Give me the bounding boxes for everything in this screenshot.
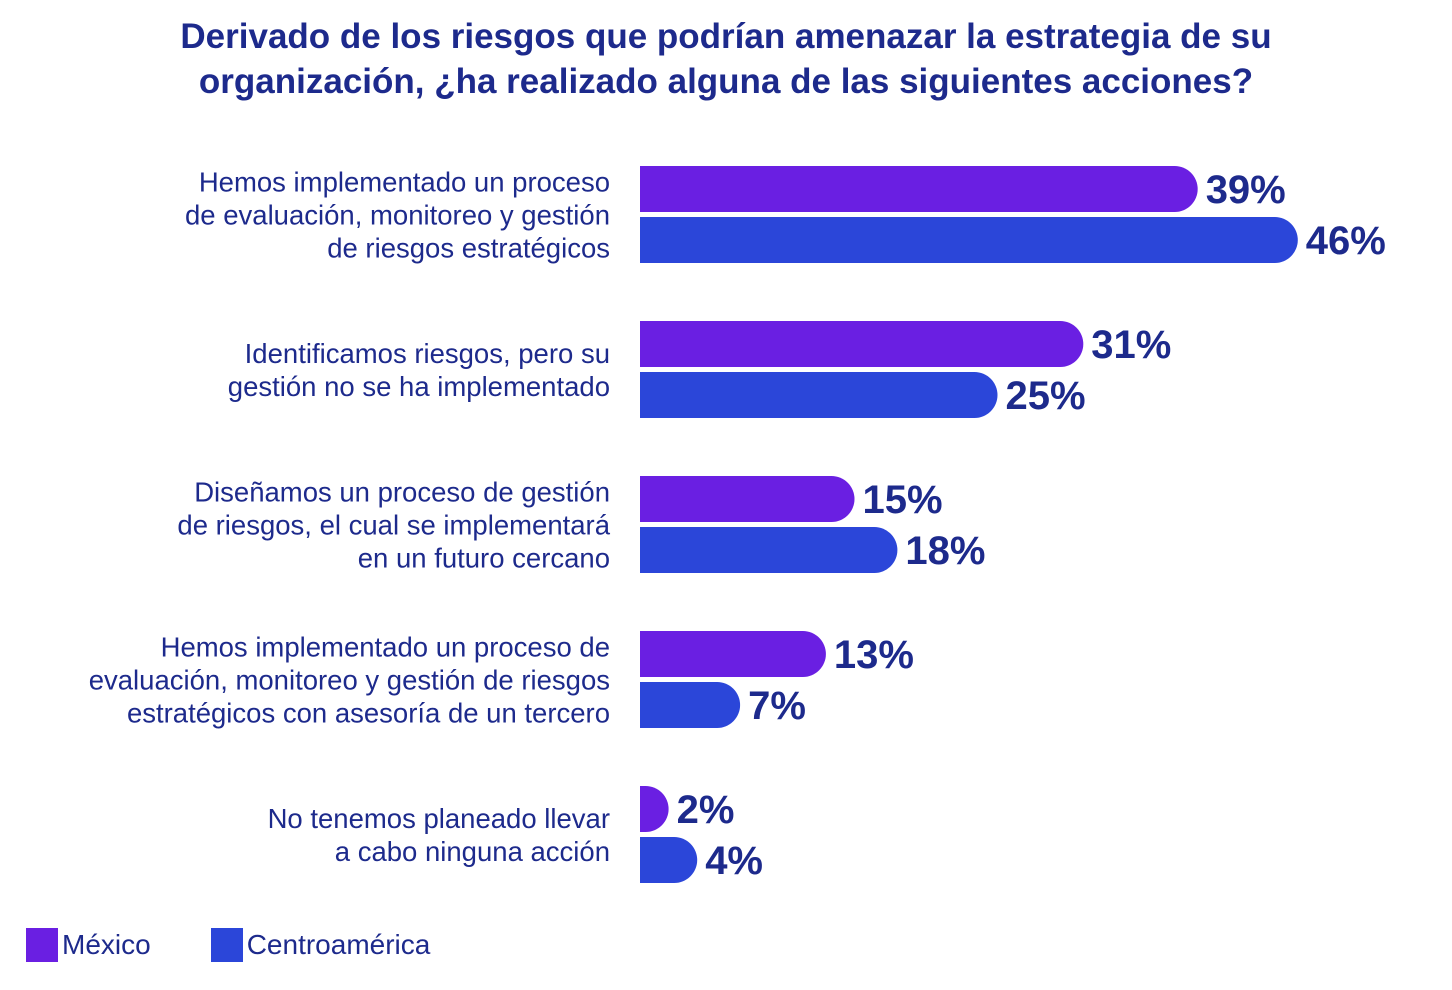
category-label-2-line-1: Identificamos riesgos, pero su [245,338,610,369]
chart-title: Derivado de los riesgos que podrían amen… [0,14,1452,104]
bar-mexico-1 [640,166,1198,212]
value-label-centroamerica-5: 4% [705,839,763,883]
legend-item-mexico: México [26,928,151,962]
category-label-4-line-2: evaluación, monitoreo y gestión de riesg… [89,665,610,696]
category-label-1-line-3: de riesgos estratégicos [327,233,610,264]
value-label-mexico-2: 31% [1091,323,1171,367]
legend: México Centroamérica [26,928,430,962]
value-label-mexico-3: 15% [863,478,943,522]
category-label-2-line-2: gestión no se ha implementado [228,371,610,402]
bar-mexico-5 [640,786,669,832]
bar-mexico-3 [640,476,855,522]
legend-item-centroamerica: Centroamérica [210,928,431,962]
category-label-4-line-1: Hemos implementado un proceso de [161,632,610,663]
value-label-mexico-5: 2% [677,788,735,832]
chart-title-line-1: Derivado de los riesgos que podrían amen… [180,17,1272,56]
bar-centroamerica-4 [640,682,741,728]
value-label-centroamerica-2: 25% [1006,374,1086,418]
value-label-centroamerica-4: 7% [748,684,806,728]
category-label-1-line-1: Hemos implementado un proceso [199,167,610,198]
category-label-4-line-3: estratégicos con asesoría de un tercero [127,698,610,729]
bar-mexico-2 [640,321,1084,367]
value-label-centroamerica-1: 46% [1306,219,1386,263]
value-label-centroamerica-3: 18% [905,529,985,573]
category-label-3-line-2: de riesgos, el cual se implementará [177,510,610,541]
category-label-3-line-1: Diseñamos un proceso de gestión [194,477,610,508]
legend-swatch-mexico [26,928,58,962]
bar-mexico-4 [640,631,826,677]
legend-swatch-centroamerica [210,928,243,962]
chart-title-line-2: organización, ¿ha realizado alguna de la… [198,62,1254,101]
value-label-mexico-1: 39% [1206,168,1286,212]
legend-label-centroamerica: Centroamérica [246,929,431,960]
bar-centroamerica-1 [640,217,1298,263]
legend-label-mexico: México [62,929,151,960]
value-label-mexico-4: 13% [834,633,914,677]
bar-centroamerica-2 [640,372,998,418]
category-label-3-line-3: en un futuro cercano [358,543,610,574]
bar-centroamerica-5 [640,837,698,883]
category-label-5-line-2: a cabo ninguna acción [335,836,610,867]
bar-centroamerica-3 [640,527,898,573]
category-label-1-line-2: de evaluación, monitoreo y gestión [185,200,610,231]
category-label-5-line-1: No tenemos planeado llevar [268,803,610,834]
